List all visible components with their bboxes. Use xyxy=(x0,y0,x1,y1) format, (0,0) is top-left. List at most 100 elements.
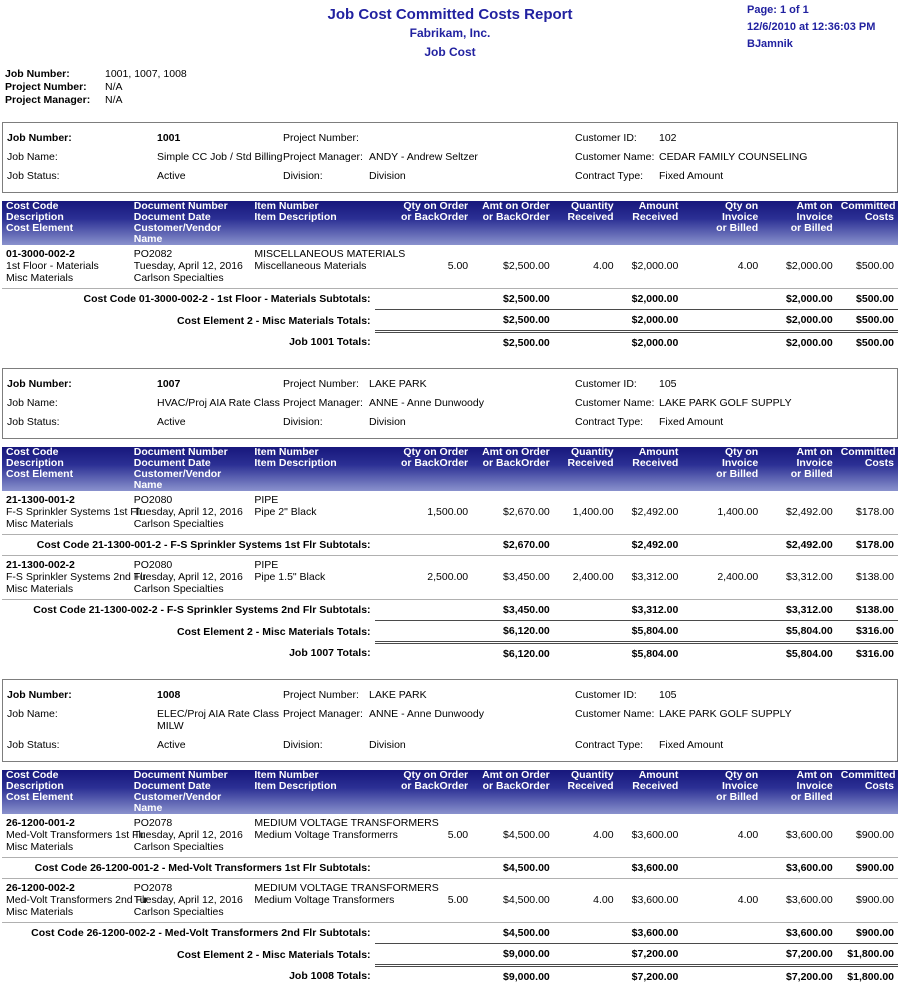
contract-type-value: Fixed Amount xyxy=(659,739,893,751)
job-totals-label: Job 1007 Totals: xyxy=(2,643,375,665)
job-amt-order: $9,000.00 xyxy=(472,966,554,987)
cell-amt-order: $2,500.00 xyxy=(472,245,554,289)
customer-name-value: LAKE PARK GOLF SUPPLY xyxy=(659,397,893,409)
job-committed: $1,800.00 xyxy=(837,966,898,987)
customer-name-value: LAKE PARK GOLF SUPPLY xyxy=(659,708,893,732)
cell-amt-received: $2,000.00 xyxy=(618,245,683,289)
job-totals-row: Job 1001 Totals: $2,500.00 $2,000.00 $2,… xyxy=(2,332,898,354)
job-name-label: Job Name: xyxy=(7,151,157,163)
filter-project-manager-label: Project Manager: xyxy=(5,94,105,107)
project-manager-value: ANDY - Andrew Seltzer xyxy=(369,151,575,163)
customer-id-value: 105 xyxy=(659,378,893,390)
element-totals-label: Cost Element 2 - Misc Materials Totals: xyxy=(2,621,375,643)
contract-type-label: Contract Type: xyxy=(575,739,659,751)
cell-qty-invoice: 1,400.00 xyxy=(682,491,762,535)
job-status-value: Active xyxy=(157,170,283,182)
page-indicator: Page: 1 of 1 xyxy=(747,4,875,16)
project-manager-label: Project Manager: xyxy=(283,397,369,409)
cell-qty-received: 2,400.00 xyxy=(554,556,618,600)
subtotal-label: Cost Code 21-1300-002-2 - F-S Sprinkler … xyxy=(2,600,375,621)
cost-element-totals-row: Cost Element 2 - Misc Materials Totals: … xyxy=(2,621,898,643)
report-filters: Job Number: 1001, 1007, 1008 Project Num… xyxy=(5,68,898,107)
job-summary-box-1008: Job Number: 1008 Project Number: LAKE PA… xyxy=(2,679,898,762)
element-amt-order: $6,120.00 xyxy=(472,621,554,643)
cell-amt-order: $2,670.00 xyxy=(472,491,554,535)
project-number-label: Project Number: xyxy=(283,378,369,390)
division-value: Division xyxy=(369,739,575,751)
cell-qty-order: 2,500.00 xyxy=(375,556,473,600)
cell-amt-order: $4,500.00 xyxy=(472,814,554,858)
project-number-label: Project Number: xyxy=(283,132,369,144)
cost-code-subtotal-row: Cost Code 26-1200-001-2 - Med-Volt Trans… xyxy=(2,858,898,879)
subtotal-amt-invoice: $2,492.00 xyxy=(762,535,837,556)
filter-project-number-label: Project Number: xyxy=(5,81,105,94)
job-committed: $316.00 xyxy=(837,643,898,665)
cell-committed: $138.00 xyxy=(837,556,898,600)
filter-project-number-value: N/A xyxy=(105,81,123,94)
report-header: Job Cost Committed Costs Report Fabrikam… xyxy=(2,0,898,62)
subtotal-amt-order: $4,500.00 xyxy=(472,923,554,944)
customer-name-value: CEDAR FAMILY COUNSELING xyxy=(659,151,893,163)
cell-qty-invoice: 4.00 xyxy=(682,245,762,289)
contract-type-label: Contract Type: xyxy=(575,170,659,182)
subtotal-committed: $178.00 xyxy=(837,535,898,556)
job-name-label: Job Name: xyxy=(7,708,157,732)
project-number-label: Project Number: xyxy=(283,689,369,701)
cost-code-subtotal-row: Cost Code 21-1300-001-2 - F-S Sprinkler … xyxy=(2,535,898,556)
subtotal-label: Cost Code 01-3000-002-2 - 1st Floor - Ma… xyxy=(2,289,375,310)
job-status-label: Job Status: xyxy=(7,170,157,182)
subtotal-amt-invoice: $3,312.00 xyxy=(762,600,837,621)
project-manager-value: ANNE - Anne Dunwoody xyxy=(369,397,575,409)
cell-qty-order: 1,500.00 xyxy=(375,491,473,535)
job-number-value: 1007 xyxy=(157,378,283,390)
customer-name-label: Customer Name: xyxy=(575,397,659,409)
job-totals-row: Job 1008 Totals: $9,000.00 $7,200.00 $7,… xyxy=(2,966,898,987)
cell-qty-received: 1,400.00 xyxy=(554,491,618,535)
job-summary-box-1001: Job Number: 1001 Project Number: Custome… xyxy=(2,122,898,193)
customer-id-label: Customer ID: xyxy=(575,689,659,701)
cell-amt-received: $3,600.00 xyxy=(618,879,683,923)
job-name-value: ELEC/Proj AIA Rate Class MILW xyxy=(157,708,283,732)
subtotal-committed: $138.00 xyxy=(837,600,898,621)
cell-amt-order: $4,500.00 xyxy=(472,879,554,923)
cell-committed: $900.00 xyxy=(837,879,898,923)
project-number-value xyxy=(369,132,575,144)
project-manager-value: ANNE - Anne Dunwoody xyxy=(369,708,575,732)
subtotal-amt-invoice: $2,000.00 xyxy=(762,289,837,310)
subtotal-amt-order: $2,500.00 xyxy=(472,289,554,310)
job-amt-order: $6,120.00 xyxy=(472,643,554,665)
job-amt-invoice: $7,200.00 xyxy=(762,966,837,987)
subtotal-amt-received: $3,312.00 xyxy=(618,600,683,621)
customer-id-value: 105 xyxy=(659,689,893,701)
project-number-value: LAKE PARK xyxy=(369,689,575,701)
project-manager-label: Project Manager: xyxy=(283,151,369,163)
subtotal-committed: $500.00 xyxy=(837,289,898,310)
customer-id-label: Customer ID: xyxy=(575,132,659,144)
job-amt-received: $7,200.00 xyxy=(618,966,683,987)
subtotal-amt-received: $2,492.00 xyxy=(618,535,683,556)
element-committed: $1,800.00 xyxy=(837,944,898,966)
job-totals-label: Job 1001 Totals: xyxy=(2,332,375,354)
